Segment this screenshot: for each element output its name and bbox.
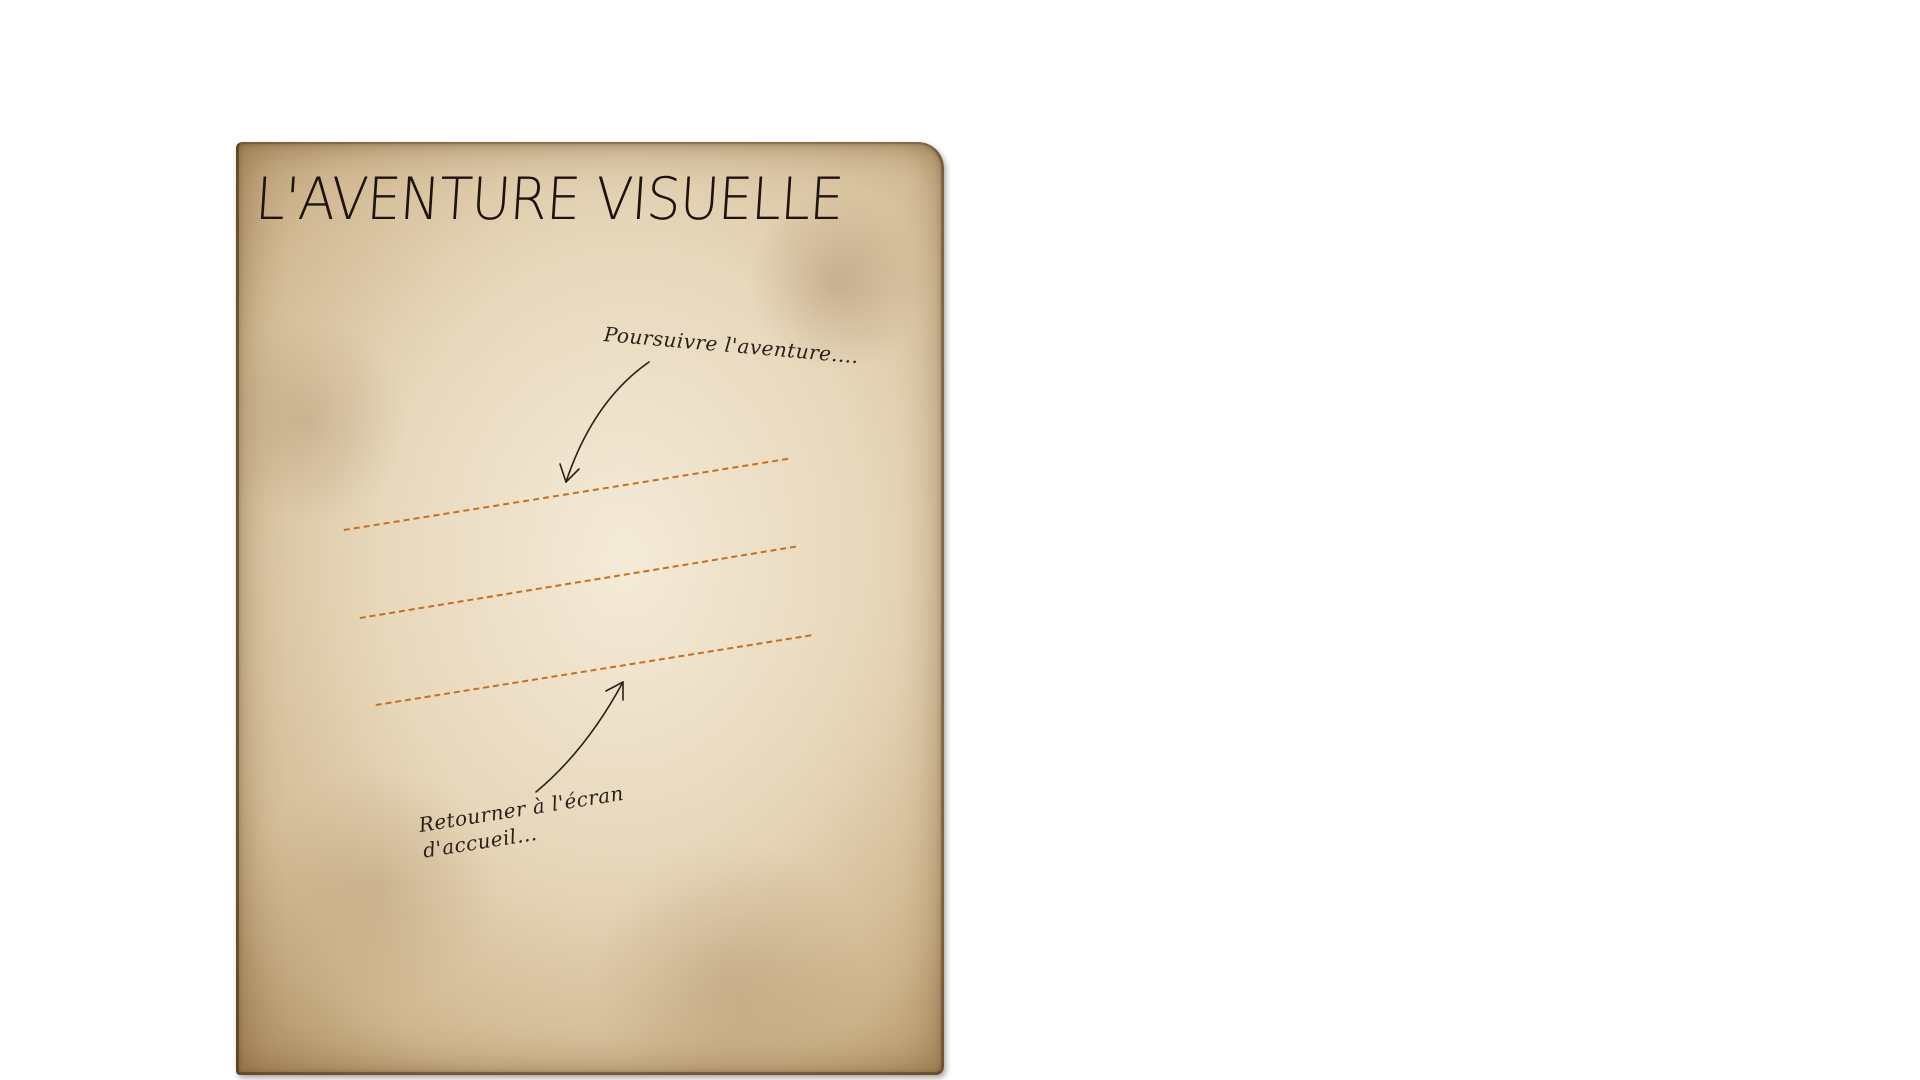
arrow-to-home-icon — [535, 681, 624, 793]
arrow-to-continue-icon — [559, 361, 650, 483]
game-title: L'AVENTURE VISUELLE — [253, 165, 846, 234]
parchment-menu-page: L'AVENTURE VISUELLE Poursuivre l'aventur… — [236, 142, 944, 1075]
arrows-layer — [535, 361, 650, 793]
return-home-option[interactable] — [375, 634, 812, 709]
return-home-label: Retourner à l'écran d'accueil... — [417, 780, 626, 863]
menu-option-middle[interactable] — [359, 545, 797, 622]
paper-border — [236, 142, 944, 1075]
continue-adventure-option[interactable] — [343, 457, 789, 534]
continue-adventure-label: Poursuivre l'aventure.... — [602, 322, 860, 369]
